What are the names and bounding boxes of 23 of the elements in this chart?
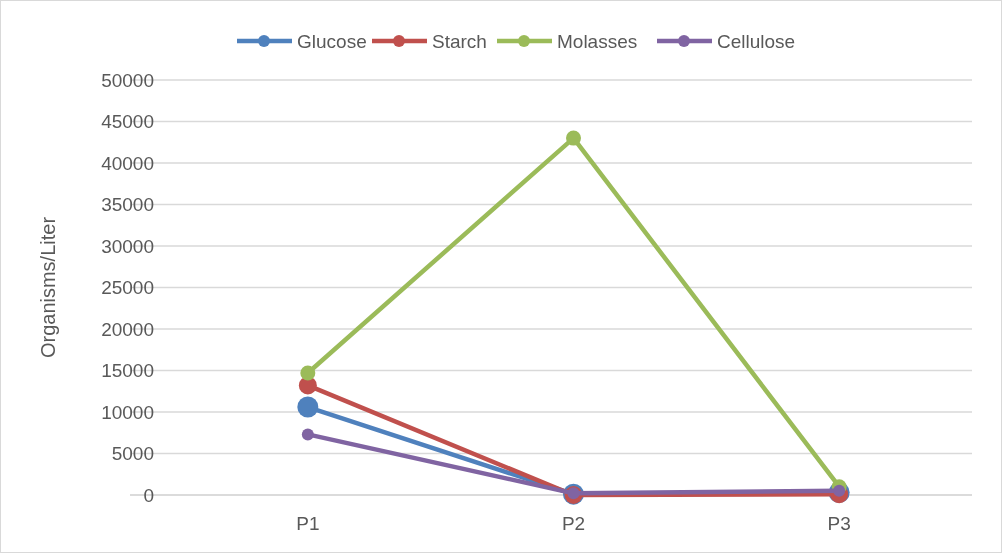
legend-label: Cellulose — [717, 30, 796, 52]
y-tick-label: 10000 — [101, 401, 154, 423]
point — [297, 396, 319, 418]
legend-label: Starch — [432, 30, 487, 52]
y-tick-label: 15000 — [101, 360, 154, 382]
legend-label: Glucose — [297, 30, 367, 52]
legend-label: Molasses — [557, 30, 638, 52]
point — [300, 365, 316, 381]
y-tick-label: 30000 — [101, 235, 154, 257]
y-tick-label: 25000 — [101, 277, 154, 299]
point — [566, 130, 581, 146]
y-tick-label: 50000 — [101, 69, 154, 91]
x-tick-label: P1 — [296, 513, 320, 534]
y-tick-label: 20000 — [101, 318, 154, 340]
y-tick-label: 5000 — [111, 443, 154, 465]
y-tick-label: 35000 — [101, 194, 154, 216]
y-tick-label: 45000 — [101, 111, 154, 133]
y-tick-label: 40000 — [101, 152, 154, 174]
y-axis-title: Organisms/Liter — [37, 216, 59, 359]
x-tick-label: P3 — [827, 513, 851, 534]
x-tick-label: P2 — [561, 513, 586, 534]
y-tick-label: 0 — [143, 484, 154, 506]
point — [301, 428, 314, 441]
